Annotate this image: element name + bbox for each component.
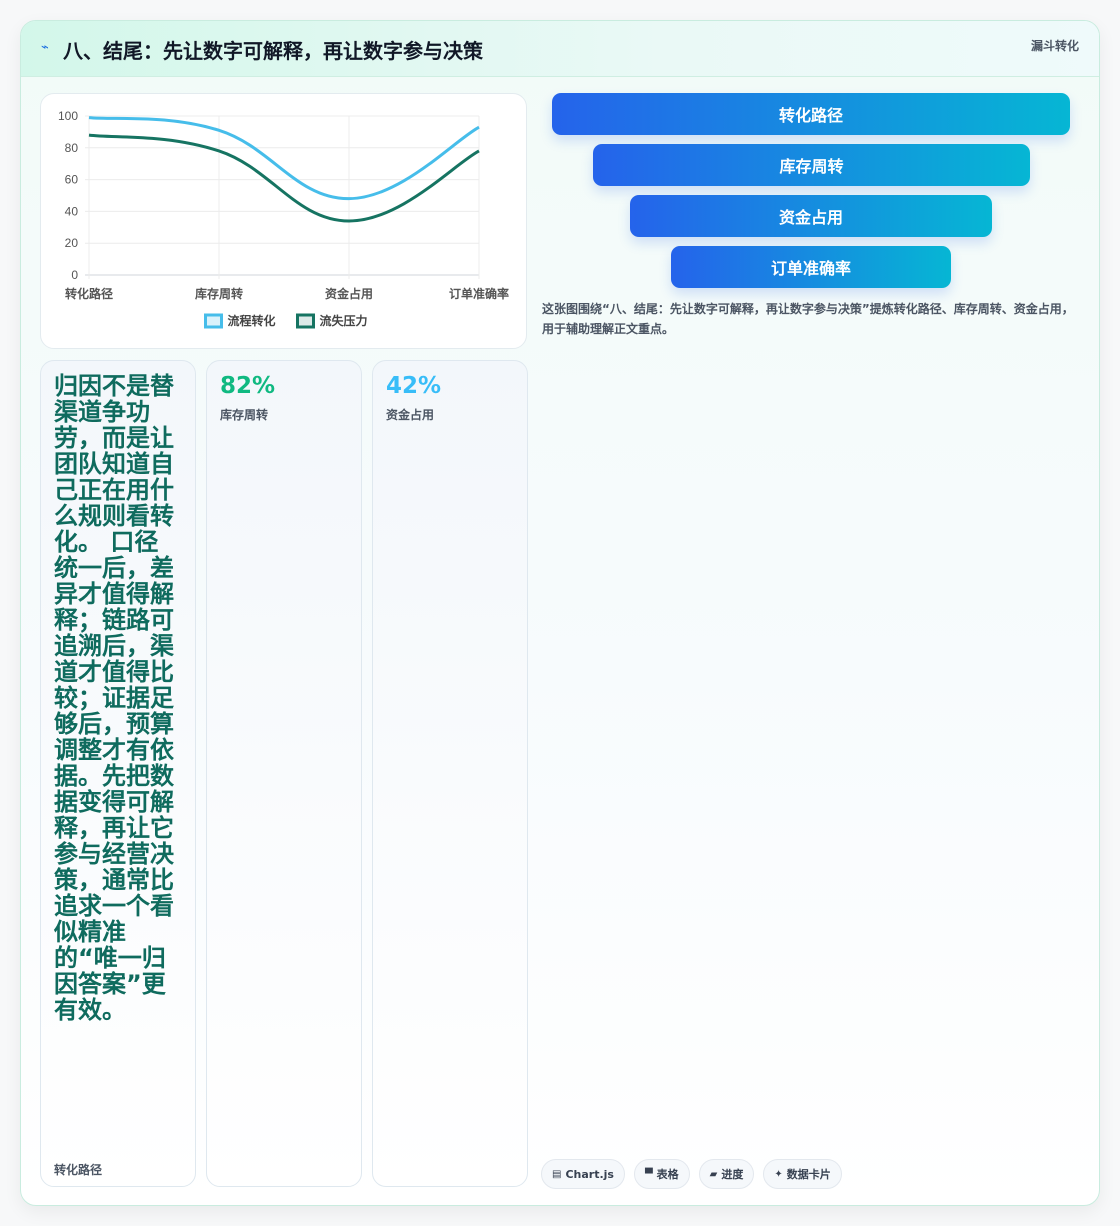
y-tick-label: 20 — [65, 236, 79, 250]
page-title: 八、结尾：先让数字可解释，再让数字参与决策 — [63, 39, 483, 63]
chip-progress[interactable]: ▰ 进度 — [698, 1159, 755, 1189]
legend-label: 流失压力 — [320, 313, 368, 328]
stat-value: 42% — [386, 373, 442, 399]
line-chart-panel: 0 20 40 60 80 100 转化路径 库存周转 资金占用 订单准确率流程转化 流失压力 — [40, 93, 527, 349]
series-line-2 — [88, 133, 480, 223]
feature-chips: ▤ Chart.js ▀ 表格 ▰ 进度 ✦ 数据卡片 — [541, 1159, 842, 1189]
stat-value: 归因不是替渠道争功劳，而是让团队知道自己正在用什么规则看转化。 口径统一后，差异… — [54, 372, 174, 1024]
stat-label: 资金占用 — [386, 408, 435, 422]
series-line-1 — [88, 116, 480, 201]
y-tick-label: 40 — [65, 204, 79, 218]
chart-icon: ▤ — [552, 1168, 562, 1180]
x-tick-label: 库存周转 — [195, 286, 243, 301]
legend-swatch — [296, 313, 315, 329]
stat-card-2: 82% 库存周转 — [206, 360, 362, 1187]
chip-label: 表格 — [656, 1168, 679, 1181]
lightning-icon: ⌁ — [41, 40, 49, 55]
stat-value: 82% — [220, 373, 276, 399]
funnel-stage-1: 转化路径 — [552, 93, 1070, 135]
legend-label: 流程转化 — [228, 313, 276, 328]
y-tick-label: 80 — [65, 141, 79, 155]
legend-swatch — [204, 313, 223, 329]
y-tick-label: 60 — [65, 173, 79, 187]
chip-table[interactable]: ▀ 表格 — [633, 1159, 690, 1189]
chip-chartjs[interactable]: ▤ Chart.js — [541, 1159, 625, 1189]
chip-label: Chart.js — [565, 1167, 614, 1181]
funnel-stage-2: 库存周转 — [593, 144, 1030, 186]
category-tag: 漏斗转化 — [1030, 39, 1079, 53]
x-tick-label: 转化路径 — [65, 286, 113, 301]
x-tick-label: 订单准确率 — [449, 286, 509, 301]
stat-label: 库存周转 — [220, 408, 269, 422]
y-tick-label: 0 — [71, 268, 78, 282]
chip-label: 数据卡片 — [786, 1168, 831, 1181]
stat-label: 转化路径 — [54, 1163, 103, 1177]
chip-label: 进度 — [721, 1168, 744, 1181]
chip-data-card[interactable]: ✦ 数据卡片 — [763, 1159, 842, 1189]
card-header: ⌁ 八、结尾：先让数字可解释，再让数字参与决策 漏斗转化 — [21, 21, 1099, 77]
sparkle-icon: ✦ — [774, 1168, 783, 1180]
stat-card-3: 42% 资金占用 — [372, 360, 528, 1187]
content-card: ⌁ 八、结尾：先让数字可解释，再让数字参与决策 漏斗转化 0 20 40 60 80 10… — [20, 20, 1100, 1206]
progress-icon: ▰ — [709, 1168, 718, 1180]
funnel-stage-4: 订单准确率 — [671, 246, 951, 288]
table-icon: ▀ — [644, 1168, 653, 1180]
y-tick-label: 100 — [58, 109, 78, 123]
x-tick-label: 资金占用 — [325, 286, 373, 301]
stat-card-1: 归因不是替渠道争功劳，而是让团队知道自己正在用什么规则看转化。 口径统一后，差异… — [40, 360, 196, 1187]
funnel-stage-3: 资金占用 — [630, 195, 992, 237]
chart-description: 这张图围绕“八、结尾：先让数字可解释，再让数字参与决策”提炼转化路径、库存周转、… — [542, 302, 1074, 336]
